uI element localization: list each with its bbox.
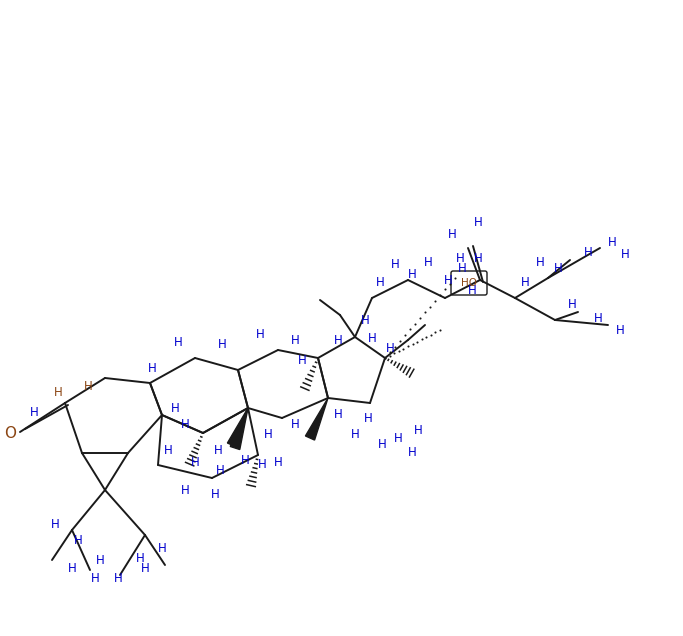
Text: H: H (535, 256, 544, 268)
Text: H: H (180, 418, 189, 431)
Text: H: H (333, 408, 342, 422)
Text: H: H (361, 314, 370, 326)
Text: H: H (621, 249, 629, 261)
Text: H: H (191, 455, 199, 469)
Text: H: H (210, 488, 219, 502)
Text: H: H (298, 354, 307, 366)
Polygon shape (305, 398, 328, 440)
Text: H: H (173, 336, 182, 350)
Text: H: H (444, 273, 452, 286)
Text: H: H (83, 380, 92, 394)
Text: H: H (367, 331, 376, 345)
Text: H: H (473, 216, 482, 228)
Polygon shape (230, 408, 248, 450)
Text: H: H (554, 261, 562, 275)
Text: H: H (615, 324, 624, 336)
Text: H: H (363, 411, 372, 424)
Text: H: H (148, 361, 156, 375)
Text: H: H (218, 338, 226, 352)
Text: H: H (257, 459, 266, 471)
Text: H: H (386, 342, 394, 354)
Text: H: H (333, 333, 342, 347)
Text: H: H (74, 534, 83, 546)
Text: H: H (608, 235, 616, 249)
Text: H: H (568, 298, 576, 312)
Text: H: H (171, 401, 180, 415)
Text: H: H (91, 572, 99, 584)
Text: H: H (291, 333, 299, 347)
Text: H: H (255, 329, 264, 342)
Text: H: H (376, 275, 385, 289)
Text: H: H (164, 443, 172, 457)
Text: H: H (584, 245, 592, 258)
Text: H: H (54, 387, 62, 399)
Text: H: H (468, 284, 476, 296)
Text: H: H (391, 258, 400, 272)
Text: H: H (594, 312, 602, 324)
Text: H: H (456, 251, 464, 265)
Text: H: H (113, 572, 122, 584)
Text: H: H (458, 261, 466, 275)
Text: H: H (96, 553, 104, 567)
Text: H: H (136, 551, 144, 565)
Text: H: H (216, 464, 225, 476)
Polygon shape (227, 408, 248, 447)
Text: H: H (350, 429, 359, 441)
Text: H: H (51, 518, 59, 532)
Text: H: H (141, 562, 150, 574)
Text: H: H (264, 429, 273, 441)
Text: O: O (4, 427, 16, 441)
Text: HO: HO (461, 278, 477, 288)
Text: H: H (240, 453, 249, 466)
Text: H: H (423, 256, 432, 268)
Text: H: H (180, 483, 189, 497)
Text: H: H (291, 418, 299, 431)
Text: H: H (68, 562, 76, 574)
Text: H: H (473, 251, 482, 265)
Text: H: H (214, 443, 223, 457)
Text: H: H (414, 424, 422, 436)
FancyBboxPatch shape (451, 271, 487, 295)
Text: H: H (408, 268, 417, 282)
Text: H: H (274, 455, 282, 469)
Text: H: H (447, 228, 456, 242)
Text: H: H (378, 438, 387, 452)
Text: H: H (520, 275, 529, 289)
Text: H: H (408, 445, 417, 459)
Text: H: H (393, 431, 402, 445)
Text: H: H (158, 541, 167, 555)
Text: H: H (29, 406, 38, 420)
